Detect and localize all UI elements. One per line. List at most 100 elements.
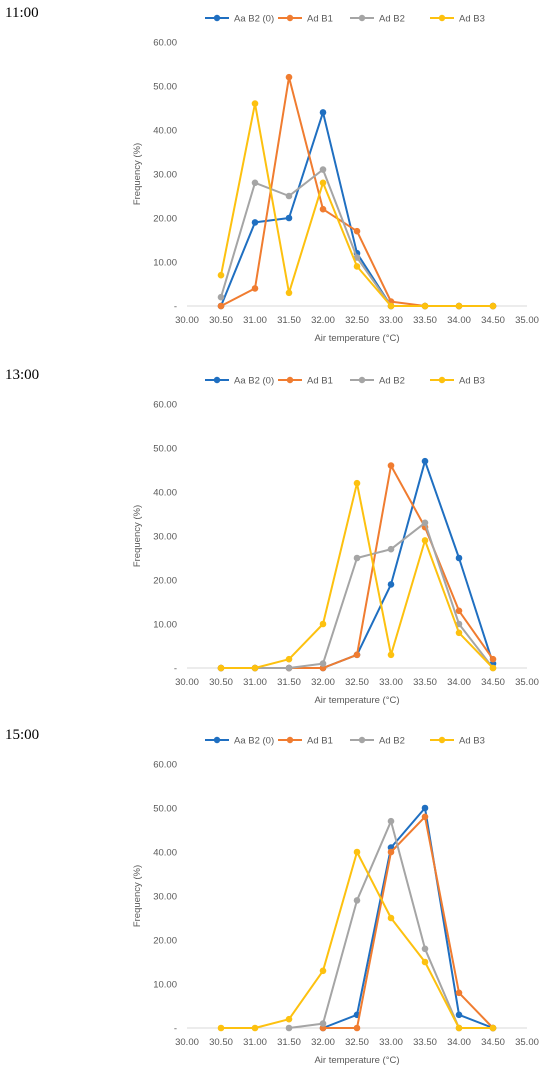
y-tick-label: -	[174, 302, 177, 313]
data-point	[319, 660, 327, 667]
x-tick-label: 30.50	[209, 315, 233, 326]
data-point	[319, 166, 327, 173]
x-tick-label: 33.50	[413, 677, 437, 688]
chart-panel-1300: 13:00 Aa B2 (0) Ad B1 Ad B2 Ad B3 - 10.00 20.0…	[0, 362, 550, 719]
y-tick-label: 10.00	[153, 620, 177, 631]
line-chart-1100: Aa B2 (0) Ad B1 Ad B2 Ad B3 - 10.00 20.00 30.00…	[132, 14, 539, 345]
x-tick-label: 33.00	[379, 1037, 403, 1048]
data-point	[217, 302, 225, 310]
data-point	[353, 254, 361, 261]
data-point	[387, 545, 395, 553]
data-point	[353, 227, 361, 235]
y-tick-label: 50.00	[153, 444, 177, 455]
panel-time-label: 11:00	[5, 5, 39, 21]
x-tick-label: 34.00	[447, 315, 471, 326]
y-tick-label: 30.00	[153, 532, 177, 543]
x-tick-label: 33.50	[413, 315, 437, 326]
data-point	[353, 263, 361, 270]
legend: Aa B2 (0) Ad B1 Ad B2 Ad B3	[205, 14, 485, 25]
x-tick-label: 31.00	[243, 677, 267, 688]
data-point	[353, 479, 361, 487]
legend-swatch-marker	[213, 14, 221, 22]
data-point	[285, 1024, 293, 1032]
line-chart-1500: Aa B2 (0) Ad B1 Ad B2 Ad B3 - 10.00 20.00 30.00…	[132, 736, 539, 1067]
data-point	[319, 205, 327, 213]
data-point	[387, 581, 395, 588]
chart-panel-1100: 11:00 Aa B2 (0) Ad B1 Ad B2 Ad B3 - 10.00 20.0…	[0, 0, 550, 357]
data-point	[285, 1015, 293, 1023]
series-aa-b2-0	[319, 804, 497, 1032]
series-ad-b3	[217, 479, 497, 672]
data-point	[421, 945, 429, 953]
y-tick-label: 10.00	[153, 980, 177, 991]
legend-label: Ad B1	[307, 736, 333, 747]
x-axis-title: Air temperature (°C)	[314, 695, 399, 706]
data-point	[421, 457, 429, 465]
data-point	[387, 462, 395, 469]
data-point	[319, 1020, 327, 1027]
chart-panel-1500: 15:00 Aa B2 (0) Ad B1 Ad B2 Ad B3 - 10.00 20.0…	[0, 722, 550, 1079]
data-point	[353, 554, 361, 562]
x-tick-label: 34.00	[447, 1037, 471, 1048]
x-tick-label: 35.00	[515, 1037, 539, 1048]
legend-swatch-marker	[213, 736, 221, 744]
data-point	[421, 302, 429, 310]
data-point	[455, 607, 463, 615]
legend-label: Ad B3	[459, 736, 485, 747]
x-tick-label: 35.00	[515, 677, 539, 688]
series-line	[221, 460, 494, 669]
y-axis-title: Frequency (%)	[132, 865, 143, 927]
data-point	[489, 655, 497, 663]
x-tick-label: 33.00	[379, 677, 403, 688]
x-tick-label: 30.50	[209, 1037, 233, 1048]
y-tick-label: 20.00	[153, 214, 177, 225]
y-axis-title: Frequency (%)	[132, 505, 143, 567]
data-point	[489, 664, 497, 672]
x-tick-label: 31.50	[277, 315, 301, 326]
y-tick-label: 40.00	[153, 126, 177, 137]
data-point	[455, 302, 463, 310]
data-point	[217, 1024, 225, 1032]
y-tick-label: 40.00	[153, 848, 177, 859]
legend: Aa B2 (0) Ad B1 Ad B2 Ad B3	[205, 376, 485, 387]
x-tick-label: 34.00	[447, 677, 471, 688]
series-ad-b3	[217, 100, 497, 310]
panel-time-label: 15:00	[5, 727, 40, 743]
y-tick-label: 20.00	[153, 576, 177, 587]
data-point	[421, 519, 429, 527]
legend-swatch-marker	[286, 376, 294, 384]
y-tick-label: 10.00	[153, 258, 177, 269]
data-point	[387, 651, 395, 659]
x-tick-label: 34.50	[481, 1037, 505, 1048]
series-ad-b2	[217, 166, 497, 310]
data-point	[251, 664, 259, 672]
legend-swatch-marker	[358, 14, 366, 22]
legend-swatch-marker	[286, 736, 294, 744]
x-tick-label: 30.00	[175, 677, 199, 688]
data-point	[489, 302, 497, 310]
data-point	[251, 100, 259, 107]
legend-swatch-marker	[438, 14, 446, 22]
data-point	[319, 179, 327, 187]
series-aa-b2-0	[217, 457, 497, 672]
data-point	[319, 109, 327, 116]
data-point	[353, 897, 361, 904]
x-tick-label: 31.00	[243, 1037, 267, 1048]
x-tick-label: 30.00	[175, 1037, 199, 1048]
y-tick-label: -	[174, 664, 177, 675]
legend-swatch-marker	[213, 376, 221, 384]
x-axis-title: Air temperature (°C)	[314, 1055, 399, 1066]
series-line	[323, 815, 494, 1029]
data-point	[489, 1024, 497, 1032]
y-tick-label: 60.00	[153, 760, 177, 771]
data-point	[353, 848, 361, 856]
y-tick-label: 50.00	[153, 82, 177, 93]
data-point	[251, 219, 259, 226]
legend-label: Aa B2 (0)	[234, 14, 274, 25]
series-line	[322, 807, 494, 1029]
series-ad-b3	[217, 848, 497, 1032]
series-line	[220, 168, 493, 307]
data-point	[217, 664, 225, 672]
legend-label: Ad B2	[379, 14, 405, 25]
data-point	[285, 73, 293, 81]
